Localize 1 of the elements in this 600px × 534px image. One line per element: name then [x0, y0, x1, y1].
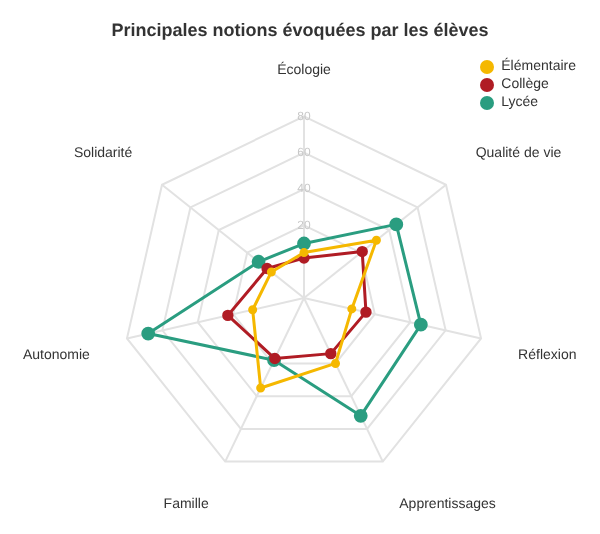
- chart-title: Principales notions évoquées par les élèves: [111, 19, 489, 40]
